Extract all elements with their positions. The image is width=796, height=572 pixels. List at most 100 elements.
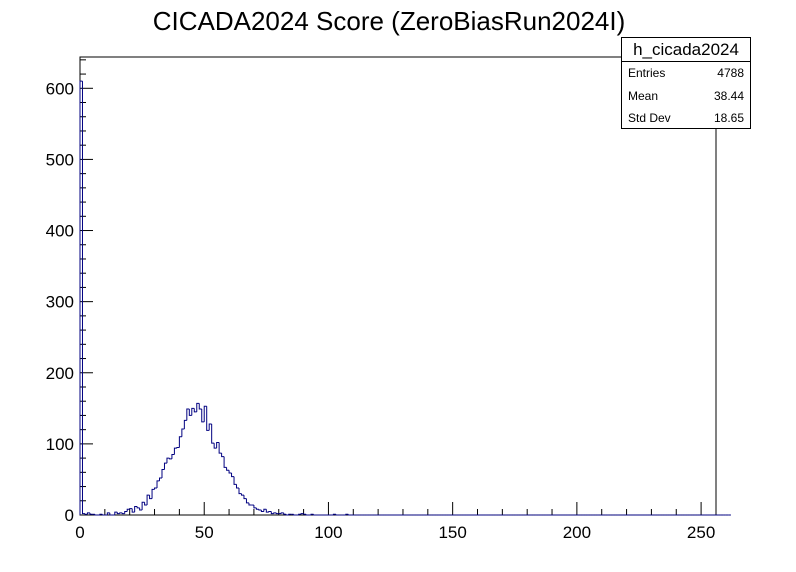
histogram-bin [288, 513, 292, 515]
histogram-bin [345, 513, 349, 515]
histogram-bin [238, 487, 242, 495]
histogram-bin [270, 511, 274, 515]
x-tick-label: 100 [314, 523, 342, 542]
stats-mean-label: Mean [628, 88, 659, 103]
stats-title: h_cicada2024 [622, 38, 750, 62]
histogram-bin [89, 512, 93, 515]
stats-row-stddev: Std Dev 18.65 [622, 107, 750, 130]
histogram-bin [116, 512, 120, 515]
histogram-bin [221, 453, 225, 458]
histogram-bin [114, 511, 118, 515]
histogram-bin [129, 508, 133, 510]
histogram-bin [305, 514, 309, 516]
histogram-bin [124, 510, 128, 514]
histogram-bin [181, 428, 185, 437]
histogram-bin [173, 447, 177, 455]
x-tick-label: 250 [687, 523, 715, 542]
y-tick-label: 300 [46, 293, 74, 312]
histogram-bin [208, 423, 212, 431]
histogram-bin [213, 443, 217, 449]
histogram-bin [253, 505, 257, 509]
histogram-bin [285, 514, 289, 516]
stats-entries-value: 4788 [717, 66, 744, 80]
stats-row-entries: Entries 4788 [622, 62, 750, 85]
histogram-bin [136, 506, 140, 509]
stats-row-mean: Mean 38.44 [622, 85, 750, 108]
histogram-bin [81, 81, 85, 515]
histogram-bin [310, 513, 314, 515]
histogram-bin [260, 510, 264, 512]
x-tick-label: 0 [75, 523, 84, 542]
histogram-bin [188, 409, 192, 416]
histogram-bin [106, 512, 110, 515]
histogram-bin [206, 406, 210, 431]
histogram-bin [275, 512, 279, 515]
histogram-bin [263, 508, 267, 512]
histogram-bin [245, 498, 249, 504]
histogram-bin [141, 501, 145, 511]
histogram-bin [223, 456, 227, 468]
histogram-bin [193, 408, 197, 413]
histogram-bin [265, 509, 269, 513]
histogram-bin [183, 419, 187, 429]
histogram-bin [134, 505, 138, 513]
x-tick-label: 50 [195, 523, 214, 542]
histogram-bin [233, 476, 237, 485]
histogram-bin [198, 403, 202, 410]
histogram-bin [228, 470, 232, 474]
histogram-bin [121, 512, 125, 515]
histogram-bin [298, 513, 302, 515]
histogram-bin [146, 494, 150, 506]
histogram-bin [144, 502, 148, 506]
y-tick-label: 0 [65, 506, 74, 525]
histogram-bin [273, 512, 277, 514]
histogram-bin [99, 513, 103, 515]
x-tick-label: 150 [438, 523, 466, 542]
y-tick-label: 500 [46, 150, 74, 169]
histogram-bin [131, 508, 135, 513]
histogram-bin [94, 514, 98, 516]
histogram-bin [171, 454, 175, 459]
histogram-bin [109, 512, 113, 516]
x-tick-label: 200 [563, 523, 591, 542]
histogram-bin [255, 507, 259, 510]
histogram-bin [154, 487, 158, 490]
histogram-bin [216, 441, 220, 449]
histogram-bin [161, 468, 165, 479]
histogram-bin [258, 509, 262, 511]
histogram-bin [101, 514, 105, 516]
histogram-bin [191, 407, 195, 416]
histogram-bin [248, 502, 252, 506]
histogram-bin [186, 408, 190, 421]
histogram-bin [268, 510, 272, 513]
histogram-bin [335, 514, 339, 516]
histogram-bin [283, 512, 287, 515]
histogram-bin [151, 488, 155, 499]
histogram-bin [159, 477, 162, 481]
y-tick-label: 100 [46, 435, 74, 454]
y-tick-label: 400 [46, 222, 74, 241]
histogram-bin [211, 423, 215, 444]
histogram-bin [119, 512, 123, 514]
histogram-bin [168, 458, 172, 460]
histogram-bin [79, 80, 83, 515]
histogram-bin [226, 467, 230, 471]
histogram-bin [84, 513, 88, 515]
stats-box: h_cicada2024 Entries 4788 Mean 38.44 Std… [621, 37, 751, 129]
histogram-bin [149, 495, 153, 500]
histogram-bin [293, 514, 297, 516]
chart-title: CICADA2024 Score (ZeroBiasRun2024I) [153, 6, 626, 36]
histogram-bin [156, 480, 160, 488]
y-tick-label: 200 [46, 364, 74, 383]
histogram-bin [236, 484, 239, 489]
histogram-bin [280, 512, 284, 514]
histogram-bin [347, 514, 351, 516]
histogram-bin [231, 473, 235, 478]
histogram-bin [240, 493, 244, 496]
histogram-bin [126, 508, 130, 512]
histogram-bin [86, 512, 90, 515]
histogram-bin [313, 514, 317, 516]
y-tick-label: 600 [46, 79, 74, 98]
histogram-bin [303, 513, 307, 515]
histogram-bin [300, 513, 304, 515]
